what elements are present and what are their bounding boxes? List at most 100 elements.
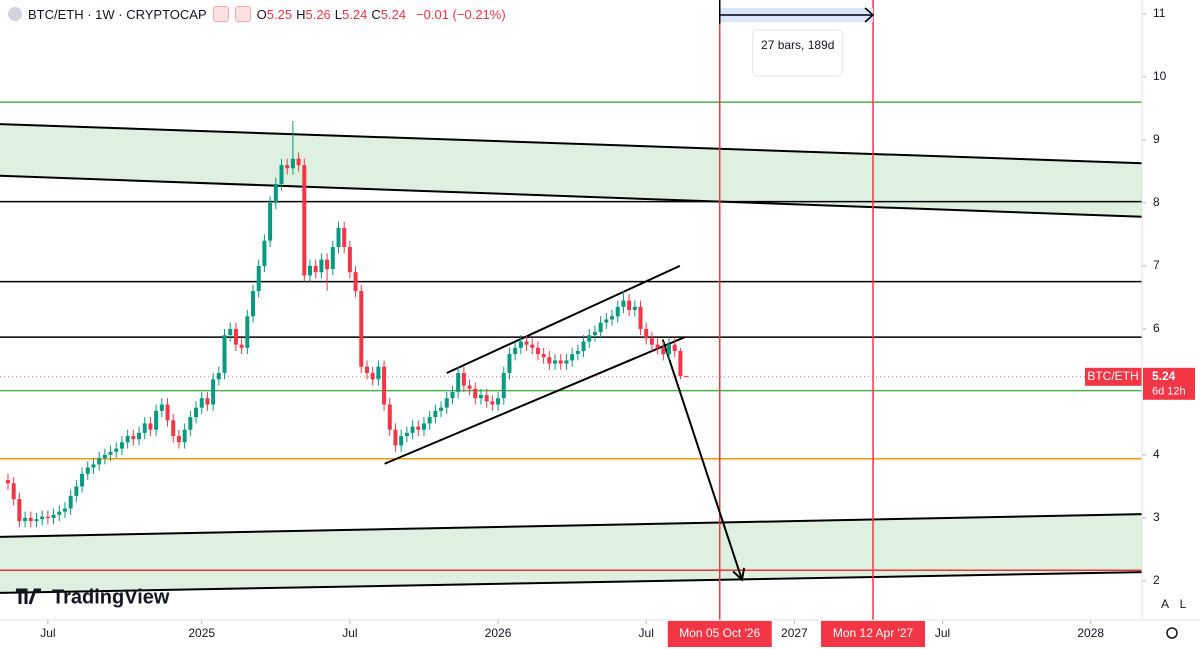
candle-body [330, 246, 335, 270]
candle-body [347, 246, 352, 273]
date-label-bg [821, 621, 926, 647]
candle-body [393, 429, 398, 446]
range-tooltip-bg [752, 29, 844, 77]
settings-icon[interactable] [1166, 627, 1178, 639]
candle-body [353, 272, 358, 292]
date-label: Mon 05 Oct '26 [679, 626, 760, 640]
date-label-bg [667, 621, 772, 647]
candle-body [148, 423, 153, 430]
candle-body [11, 483, 16, 500]
ohlc-label: L [334, 6, 343, 22]
candle-body [581, 341, 586, 351]
y-tick-label: 9 [1153, 132, 1160, 146]
candle-body [205, 398, 210, 405]
x-tick-label: 2026 [485, 626, 512, 640]
candle-body [57, 511, 62, 515]
ohlc-value: 5.24 [380, 6, 407, 22]
ohlc-label: C [371, 6, 381, 22]
candle-body [638, 306, 643, 329]
candle-body [325, 259, 330, 270]
y-tick-label: 4 [1153, 447, 1160, 461]
candle-body [439, 407, 444, 411]
candle-body [211, 379, 216, 405]
candle-body [228, 328, 233, 336]
arrow-head [732, 567, 746, 582]
compare-button[interactable] [234, 6, 251, 22]
candle-body [74, 486, 79, 496]
range-tooltip: 27 bars, 189d [761, 38, 834, 52]
candle-body [518, 341, 523, 348]
trend-line [661, 339, 743, 580]
candle-body [45, 516, 50, 518]
candle-body [34, 519, 39, 522]
candle-body [51, 514, 56, 518]
candle-body [285, 165, 290, 169]
candle-body [553, 360, 558, 364]
y-tick-label: 3 [1153, 510, 1160, 524]
candle-body [319, 259, 324, 273]
candle-body [359, 291, 364, 367]
candle-body [541, 354, 546, 358]
candle-body [85, 467, 90, 474]
candle-body [194, 407, 199, 418]
band-line [0, 513, 1143, 538]
ohlc-value: 5.26 [305, 6, 331, 22]
candle-body [233, 328, 238, 345]
band-line [0, 571, 1143, 594]
ohlc-value: 5.24 [342, 6, 368, 22]
candle-body [251, 291, 256, 317]
candle-body [598, 322, 603, 333]
y-tick-label: 6 [1153, 321, 1160, 335]
band-fill [0, 124, 1142, 217]
band-line [0, 123, 1143, 165]
legend-header: BTC/ETH · 1W · CRYPTOCAP O5.25 H5.26 L5.24… [8, 4, 506, 24]
candle-body [404, 432, 409, 437]
log-scale-button[interactable]: L [1180, 597, 1187, 611]
candle-body [159, 404, 164, 411]
y-tick-label: 7 [1153, 258, 1160, 272]
candle-body [444, 398, 449, 408]
candle-body [564, 360, 569, 364]
candle-body [256, 265, 261, 292]
candle-body [182, 429, 187, 443]
candle-body [376, 366, 381, 380]
candle-body [490, 401, 495, 405]
candle-body [496, 398, 501, 405]
y-tick-label: 10 [1153, 69, 1167, 83]
symbol[interactable]: BTC/ETH · 1W · CRYPTOCAP [28, 6, 207, 22]
last-price-bg [1143, 367, 1195, 400]
candle-body [364, 366, 369, 374]
candle-body [262, 240, 267, 266]
change: −0.01 (−0.21%) [416, 6, 506, 22]
candle-body [17, 499, 22, 522]
candle-body [632, 306, 637, 310]
candle-body [28, 517, 33, 522]
x-tick-label: Jul [342, 626, 357, 640]
candle-body [222, 335, 227, 374]
candle-body [125, 436, 130, 443]
candle-body [97, 458, 102, 465]
candle-body [245, 316, 250, 348]
candle-body [661, 347, 666, 355]
candle-body [137, 432, 142, 440]
candle-body [416, 426, 421, 430]
candle-body [62, 508, 67, 512]
last-price-name-bg [1085, 367, 1142, 386]
y-tick-label: 11 [1153, 6, 1166, 20]
candle-body [23, 517, 28, 522]
y-tick-label: 8 [1153, 195, 1160, 209]
candle-body [296, 158, 301, 166]
ohlc-label: O [256, 6, 267, 22]
auto-scale-button[interactable]: A [1161, 597, 1169, 611]
candle-body [131, 436, 136, 440]
candle-body [370, 373, 375, 380]
candle-body [678, 350, 683, 377]
candle-body [427, 417, 432, 424]
candle-body [507, 354, 512, 374]
flag-button[interactable] [212, 6, 229, 22]
branding: TradingView [52, 586, 170, 608]
candle-body [382, 366, 387, 405]
candle-body [421, 423, 426, 430]
candle-body [188, 417, 193, 430]
candle-body [302, 165, 307, 276]
